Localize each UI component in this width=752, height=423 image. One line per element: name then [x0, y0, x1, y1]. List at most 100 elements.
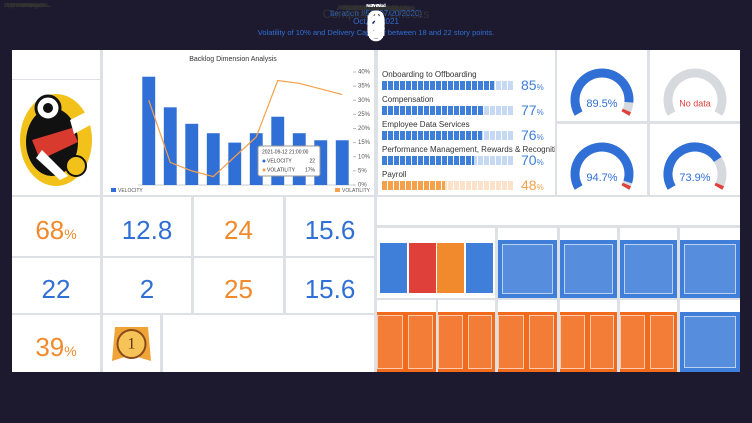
- legend-swatch: [111, 188, 116, 192]
- deployment-value: 1: [367, 12, 385, 45]
- deployment-tile: [560, 300, 617, 372]
- compliance-header: [377, 197, 740, 225]
- black-duck-box: [437, 243, 464, 293]
- black-duck-value: 501: [369, 23, 383, 32]
- poma-value-unit: %: [536, 108, 544, 117]
- deployment-value: 1: [367, 12, 385, 45]
- metric-title: Avg Stories Accepted: [345, 5, 407, 12]
- tooltip-date: 2021-09-12 21:00:00: [262, 149, 309, 155]
- y2-tick-label: 0%: [358, 183, 367, 189]
- bar: [206, 133, 220, 185]
- deployment-box: [589, 315, 614, 369]
- metric-unit: %: [64, 342, 77, 359]
- poma-bar-track: [382, 181, 514, 190]
- deployment-box: [498, 315, 524, 369]
- deployment-value: 1: [367, 12, 385, 45]
- metric-tile: 12.8: [103, 197, 191, 256]
- black-duck-label: HIGH: [371, 14, 381, 19]
- gauge-title: Code Coverage: [353, 5, 399, 12]
- metric-number: 25: [224, 273, 253, 304]
- metric-tile: 22: [12, 258, 100, 313]
- poma-bar: [382, 106, 484, 115]
- tooltip-box: [257, 145, 321, 177]
- account-tile: [560, 228, 617, 298]
- iteration-tile: [163, 315, 374, 372]
- tile-title: PCF Last Push ...: [4, 3, 52, 9]
- orphan-tile: [680, 300, 740, 372]
- poma-bar: [382, 81, 495, 90]
- deployment-tile: [620, 300, 677, 372]
- metric-number: 2: [139, 273, 155, 304]
- gauge-arc: [570, 142, 634, 190]
- gauge: 89.5%: [570, 68, 634, 116]
- poma-value-unit: %: [536, 183, 544, 192]
- tile-title: Orphan Services: [4, 3, 49, 9]
- black-duck-label: CRITICAL: [366, 14, 386, 19]
- poma-bar: [382, 131, 483, 140]
- tooltip-name: VOLATILITY: [267, 167, 296, 173]
- poma-value: 76%: [521, 127, 544, 145]
- metric-value: 68%: [12, 215, 100, 246]
- metric-title: Avg. Cycle Time (hs): [346, 5, 406, 12]
- tile-body: [680, 240, 740, 298]
- deployment-label: Prod: [371, 3, 381, 8]
- y2-tick-label: 25%: [358, 112, 371, 118]
- iteration-title: Iteration #51 (07/20/2020): [329, 9, 423, 18]
- bar: [163, 107, 177, 185]
- metric-number: 12.8: [121, 214, 173, 245]
- gauge-track: [663, 68, 727, 116]
- medal-rank: 1: [128, 336, 136, 353]
- deployment-value: 1: [367, 12, 385, 45]
- gauge-title: AVG CSAT - End User App: [337, 5, 415, 12]
- gauge-value: 73.9%: [679, 172, 710, 184]
- last-refresh-tile: [12, 50, 100, 79]
- metric-title: Velocity: [364, 5, 388, 12]
- metric-title: Current Cycle Time (hs): [341, 5, 411, 12]
- deployment-value: 1: [367, 12, 385, 45]
- gauge-title: DEVOps Maturity: [350, 5, 402, 12]
- poma-value: 70%: [521, 152, 544, 170]
- metric-number: 15.6: [304, 214, 356, 245]
- metric-tile: 25: [194, 258, 283, 313]
- tooltip: 2021-09-12 21:00:00 VELOCITY 22 VOLATILITY 1…: [257, 145, 321, 177]
- poma-value-number: 77: [521, 102, 537, 118]
- deployment-label: Non-Prod: [366, 3, 386, 8]
- poma-item-name: Payroll: [382, 170, 407, 179]
- deployment-label: Non-Prod: [366, 3, 386, 8]
- bar: [185, 123, 199, 185]
- deployment-label: Non-Prod: [366, 3, 386, 8]
- orphan-value: 0: [365, 8, 387, 49]
- compliance-title: Compliance Checks: [322, 7, 430, 21]
- tile-title: Applications: [4, 3, 37, 9]
- black-duck-value: 701: [369, 23, 383, 32]
- y2-tick-label: 35%: [358, 84, 371, 90]
- gauge: No data: [663, 68, 727, 116]
- gauge-end: [714, 182, 725, 190]
- tile-body: [498, 240, 557, 298]
- account-box: [684, 244, 736, 294]
- chart-tile: Backlog Dimension Analysis 0% 5% 10% 15% 20% 2…: [103, 50, 374, 195]
- account-box: [624, 244, 673, 294]
- deployment-box: [438, 315, 463, 369]
- poma-value-number: 70: [521, 152, 537, 168]
- poma-value-number: 85: [521, 77, 537, 93]
- metric-value: 15.6: [286, 215, 374, 246]
- deployment-box: [528, 315, 554, 369]
- deployment-label: Non-Prod: [366, 3, 386, 8]
- deployment-label: Prod: [371, 3, 381, 8]
- chart-title: Backlog Dimension Analysis: [189, 56, 277, 63]
- metric-number: 68: [35, 214, 65, 245]
- last-refresh-label: Last Refresh: [356, 5, 396, 12]
- poma-value-unit: %: [536, 83, 544, 92]
- y2-tick-label: 15%: [358, 140, 371, 146]
- metric-value: 12.8: [103, 215, 191, 246]
- poma-value-unit: %: [536, 133, 544, 142]
- poma-bar: [382, 181, 446, 190]
- y2-tick-label: 40%: [358, 70, 371, 76]
- poma-value: 77%: [521, 102, 544, 120]
- gauge-tile: 73.9%: [650, 124, 740, 195]
- metric-value: 2: [103, 274, 191, 305]
- tooltip-value: 22: [309, 158, 315, 164]
- metric-tile: 39%: [12, 315, 100, 372]
- tile-body: [377, 312, 436, 372]
